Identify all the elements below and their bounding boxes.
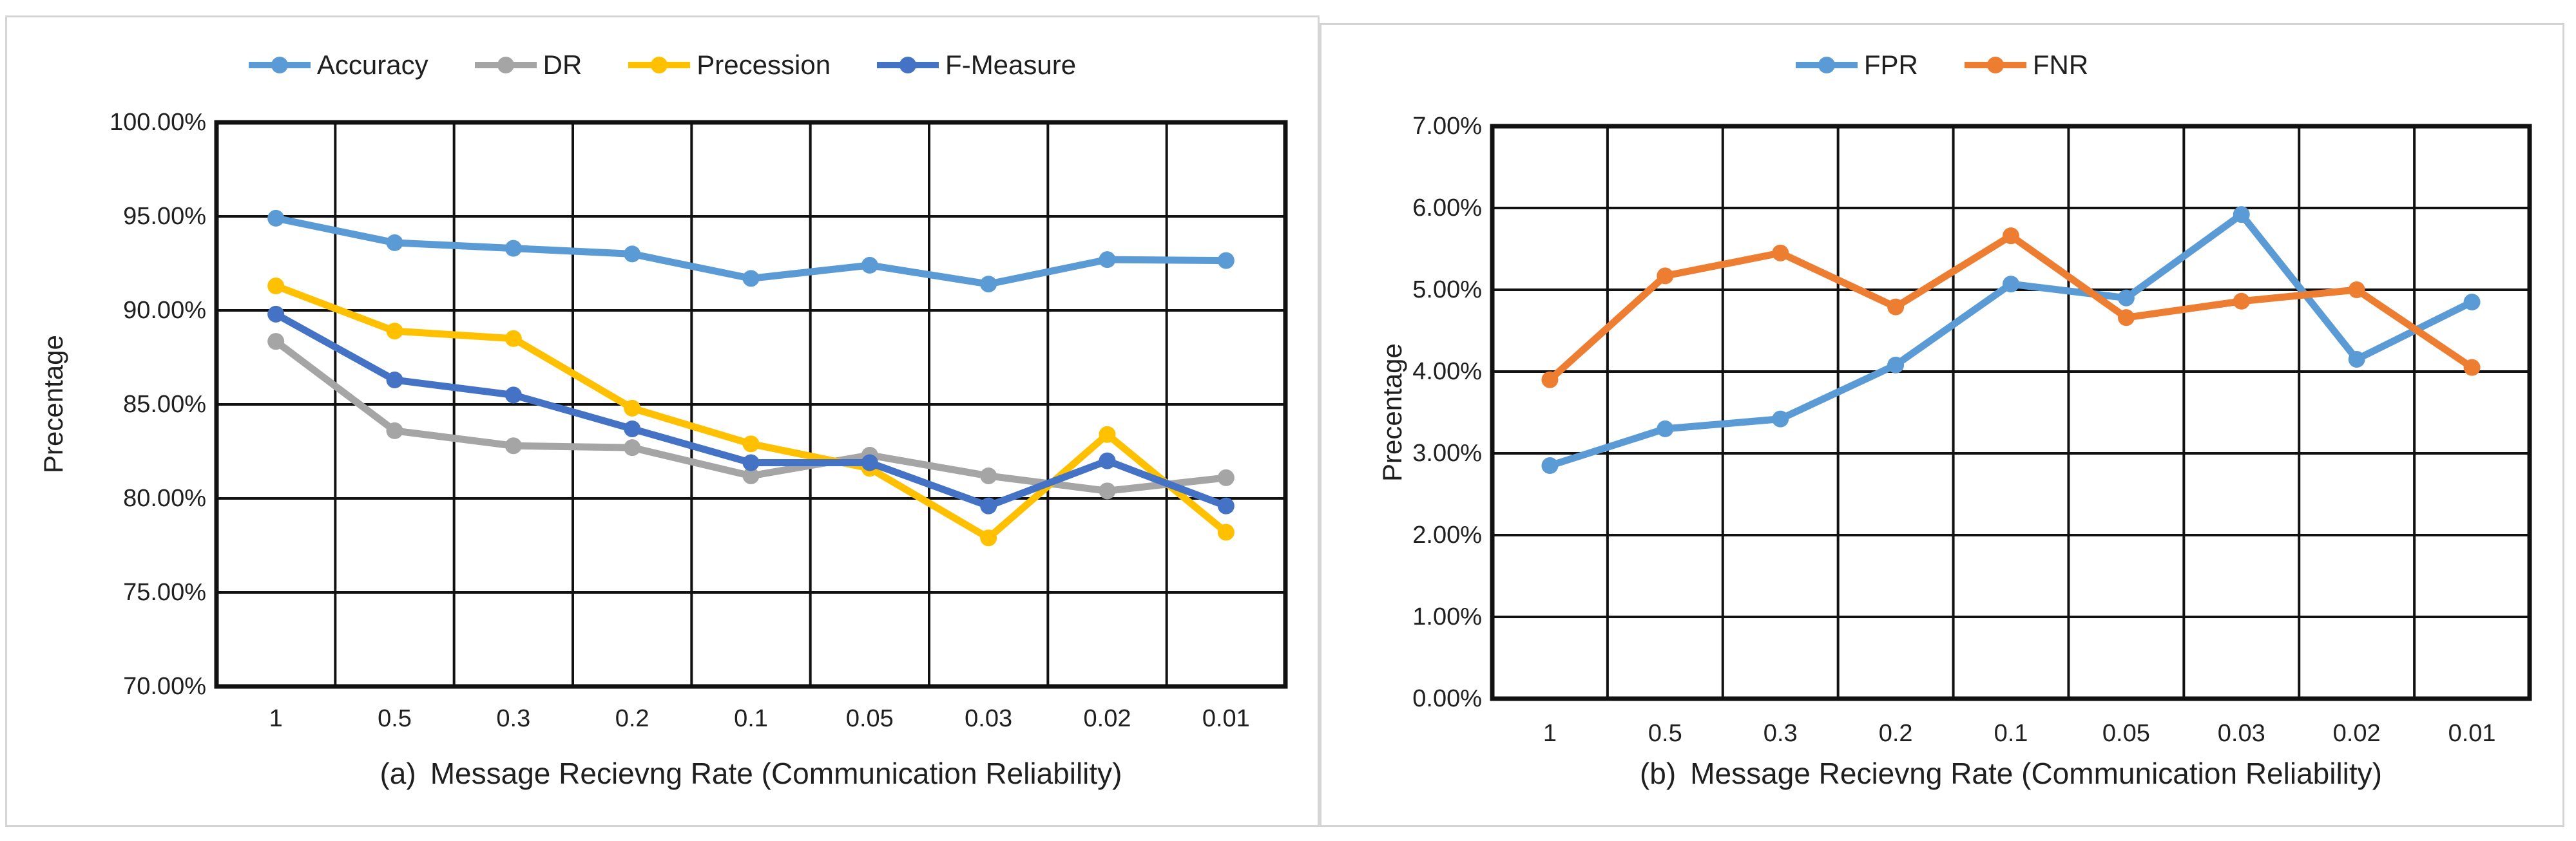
legend-label: FPR bbox=[1863, 50, 1918, 80]
series-line-Precession bbox=[272, 282, 1230, 542]
series-line-FNR bbox=[1546, 232, 2476, 384]
point-F-Measure-0.01 bbox=[1217, 497, 1235, 515]
point-Precession-0.02 bbox=[1099, 426, 1116, 443]
legend-swatch-dot bbox=[1818, 57, 1835, 73]
legend-label: Accuracy bbox=[316, 50, 428, 80]
point-FNR-0.3 bbox=[1772, 244, 1789, 261]
point-Precession-0.3 bbox=[505, 330, 522, 347]
point-DR-0.01 bbox=[1217, 469, 1235, 486]
legend-b: FPR FNR bbox=[1318, 48, 2566, 82]
point-FNR-0.2 bbox=[1887, 298, 1905, 316]
point-FNR-0.01 bbox=[2463, 359, 2481, 376]
point-FNR-0.03 bbox=[2233, 292, 2250, 310]
x-axis-caption-a: (a) Message Recievng Rate (Communication … bbox=[216, 756, 1285, 791]
plot-border bbox=[1490, 124, 2532, 701]
series-line-FPR bbox=[1546, 211, 2476, 469]
point-DR-1 bbox=[267, 333, 285, 350]
point-Precession-0.5 bbox=[386, 323, 403, 340]
legend-item-Accuracy: Accuracy bbox=[248, 50, 428, 80]
point-DR-0.02 bbox=[1099, 482, 1116, 500]
y-axis-title-a: Precentage bbox=[38, 335, 68, 474]
point-Accuracy-0.05 bbox=[861, 256, 878, 274]
point-DR-0.03 bbox=[980, 467, 997, 484]
caption-index-a: (a) bbox=[380, 757, 416, 790]
point-DR-0.5 bbox=[386, 422, 403, 439]
point-Precession-0.1 bbox=[742, 435, 760, 453]
plot-area-b bbox=[1490, 124, 2532, 701]
legend-label: FNR bbox=[2032, 50, 2089, 80]
point-FPR-0.05 bbox=[2117, 289, 2135, 307]
chart-b: FPR FNR Precentage 7.00% 6.00% 5.00% 4.00% 3.… bbox=[1318, 15, 2566, 828]
legend-line-marker-icon bbox=[474, 56, 537, 74]
point-FNR-0.05 bbox=[2117, 309, 2135, 326]
point-F-Measure-0.1 bbox=[742, 454, 760, 471]
legend-line-marker-icon bbox=[1964, 56, 2026, 74]
point-Accuracy-0.3 bbox=[505, 240, 522, 257]
point-Precession-0.01 bbox=[1217, 524, 1235, 541]
legend-label: DR bbox=[543, 50, 582, 80]
point-F-Measure-0.03 bbox=[980, 497, 997, 515]
chart-a: Accuracy DR Precession F-Measure Precentage… bbox=[5, 15, 1320, 828]
x-axis-caption-b: (b) Message Recievng Rate (Communication … bbox=[1492, 756, 2530, 791]
legend-item-FPR: FPR bbox=[1795, 50, 1918, 80]
legend-label: Precession bbox=[697, 50, 831, 80]
legend-swatch-dot bbox=[497, 57, 514, 73]
point-FPR-0.01 bbox=[2463, 294, 2481, 311]
point-FPR-0.2 bbox=[1887, 356, 1905, 373]
caption-text-a: Message Recievng Rate (Communication Rel… bbox=[430, 757, 1122, 790]
chart-b-card bbox=[1320, 23, 2564, 827]
point-FPR-0.1 bbox=[2003, 276, 2019, 293]
point-FNR-0.5 bbox=[1657, 267, 1674, 285]
point-F-Measure-0.5 bbox=[386, 372, 403, 389]
point-Accuracy-0.2 bbox=[624, 245, 641, 263]
y-axis-title-b: Precentage bbox=[1377, 343, 1407, 482]
legend-swatch-dot bbox=[271, 57, 288, 73]
point-Accuracy-0.01 bbox=[1217, 252, 1235, 269]
legend-line-marker-icon bbox=[248, 56, 311, 74]
point-FPR-0.02 bbox=[2348, 350, 2365, 368]
point-FNR-0.02 bbox=[2348, 281, 2365, 298]
point-Accuracy-0.5 bbox=[386, 234, 403, 251]
point-F-Measure-0.02 bbox=[1099, 452, 1116, 469]
legend-item-F-Measure: F-Measure bbox=[877, 50, 1076, 80]
point-F-Measure-0.2 bbox=[624, 420, 641, 437]
legend-item-DR: DR bbox=[474, 50, 582, 80]
point-Accuracy-1 bbox=[267, 209, 285, 227]
legend-swatch-dot bbox=[899, 57, 917, 73]
legend-item-Precession: Precession bbox=[628, 50, 831, 80]
legend-label: F-Measure bbox=[945, 50, 1077, 80]
legend-swatch-dot bbox=[651, 57, 668, 73]
plot-area-a bbox=[214, 120, 1288, 689]
legend-item-FNR: FNR bbox=[1964, 50, 2089, 80]
point-FPR-1 bbox=[1541, 457, 1559, 475]
chart-a-card bbox=[5, 15, 1320, 827]
point-FPR-0.5 bbox=[1657, 420, 1674, 437]
point-FPR-0.3 bbox=[1772, 410, 1789, 428]
point-Precession-0.2 bbox=[624, 399, 641, 417]
point-Precession-1 bbox=[267, 278, 285, 295]
point-Precession-0.03 bbox=[980, 529, 997, 547]
legend-line-marker-icon bbox=[628, 56, 691, 74]
point-F-Measure-1 bbox=[267, 305, 285, 323]
point-FNR-1 bbox=[1541, 371, 1559, 388]
point-Accuracy-0.1 bbox=[742, 270, 760, 287]
point-F-Measure-0.05 bbox=[861, 454, 878, 471]
plot-border bbox=[214, 120, 1288, 689]
point-DR-0.2 bbox=[624, 439, 641, 457]
point-Accuracy-0.03 bbox=[980, 276, 997, 293]
point-DR-0.1 bbox=[742, 467, 760, 484]
legend-a: Accuracy DR Precession F-Measure bbox=[5, 48, 1320, 82]
point-FNR-0.1 bbox=[2003, 227, 2019, 245]
point-DR-0.3 bbox=[505, 437, 522, 455]
legend-line-marker-icon bbox=[1795, 56, 1858, 74]
caption-index-b: (b) bbox=[1639, 757, 1677, 790]
point-FPR-0.03 bbox=[2233, 206, 2250, 223]
caption-text-b: Message Recievng Rate (Communication Rel… bbox=[1690, 757, 2382, 790]
point-Accuracy-0.02 bbox=[1099, 251, 1116, 269]
point-F-Measure-0.3 bbox=[505, 386, 522, 404]
legend-swatch-dot bbox=[1986, 57, 2004, 73]
legend-line-marker-icon bbox=[877, 56, 939, 74]
